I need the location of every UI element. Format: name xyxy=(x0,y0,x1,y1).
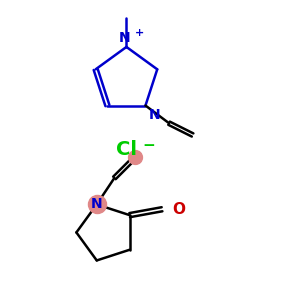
Text: −: − xyxy=(142,138,155,153)
Text: Cl: Cl xyxy=(116,140,137,160)
Text: O: O xyxy=(172,202,185,217)
Text: N: N xyxy=(119,32,131,46)
Text: +: + xyxy=(135,28,144,38)
Text: N: N xyxy=(91,197,103,212)
Text: N: N xyxy=(149,108,160,122)
